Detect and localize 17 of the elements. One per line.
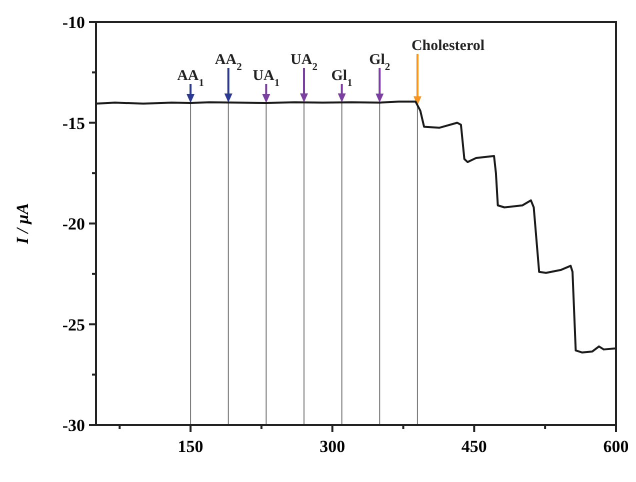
ref-line-label: UA$_{1}$: [252, 68, 280, 88]
x-tick-label: 150: [178, 437, 204, 456]
x-tick-label: 600: [603, 437, 629, 456]
y-tick-label: -30: [62, 416, 85, 435]
y-axis-title: I / µA: [13, 203, 32, 245]
x-tick-label: 300: [320, 437, 346, 456]
ref-line-label: AA$_{2}$: [214, 52, 242, 72]
ref-line-label: UA$_{2}$: [290, 52, 318, 72]
ref-line-label: Cholesterol: [411, 38, 484, 54]
ref-line-label: AA$_{1}$: [177, 68, 204, 88]
y-tick-label: -25: [62, 315, 85, 334]
y-tick-label: -15: [62, 114, 85, 133]
ref-line-label: Gl$_{1}$: [331, 68, 352, 88]
x-tick-label: 450: [461, 437, 487, 456]
y-tick-label: -20: [62, 214, 85, 234]
ref-line-label: Gl$_{2}$: [369, 52, 390, 72]
y-tick-label: -10: [62, 13, 85, 32]
